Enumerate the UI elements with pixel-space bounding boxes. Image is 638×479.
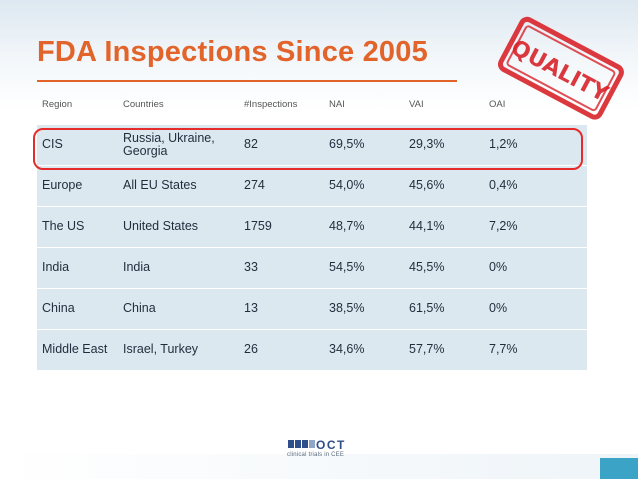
cell-countries: Israel, Turkey (123, 342, 199, 357)
cell-oai: 0% (489, 301, 508, 316)
cell-inspections: 13 (244, 301, 258, 316)
cell-region: India (42, 260, 70, 275)
cell-inspections: 82 (244, 137, 258, 152)
cell-inspections: 274 (244, 178, 265, 193)
cell-oai: 0% (489, 260, 508, 275)
table-header-row: Region Countries #Inspections NAI VAI OA… (37, 86, 587, 125)
cell-vai: 45,5% (409, 260, 445, 275)
cis-row-highlight (33, 128, 583, 170)
cell-inspections: 26 (244, 342, 258, 357)
cell-inspections: 33 (244, 260, 258, 275)
cell-vai: 45,6% (409, 178, 445, 193)
cell-vai: 29,3% (409, 137, 445, 152)
header-vai: VAI (409, 99, 424, 111)
cell-vai: 61,5% (409, 301, 445, 316)
cell-region: CIS (42, 137, 63, 152)
table-row: The US United States 1759 48,7% 44,1% 7,… (37, 207, 587, 248)
cell-countries: United States (123, 219, 199, 234)
header-oai: OAI (489, 99, 506, 111)
logo-name: OCT (316, 438, 346, 452)
table-row: Europe All EU States 274 54,0% 45,6% 0,4… (37, 166, 587, 207)
page-title: FDA Inspections Since 2005 (37, 36, 428, 68)
table-row: India India 33 54,5% 45,5% 0% (37, 248, 587, 289)
cell-vai: 57,7% (409, 342, 445, 357)
cell-inspections: 1759 (244, 219, 272, 234)
corner-accent (600, 458, 638, 479)
cell-countries: China (123, 301, 156, 316)
cell-region: China (42, 301, 75, 316)
cell-nai: 54,0% (329, 178, 365, 193)
header-nai: NAI (329, 99, 345, 111)
cell-nai: 48,7% (329, 219, 365, 234)
table-row: CIS Russia, Ukraine, Georgia 82 69,5% 29… (37, 125, 587, 166)
cell-countries: All EU States (123, 178, 197, 193)
header-region: Region (42, 99, 73, 111)
cell-oai: 7,2% (489, 219, 518, 234)
header-inspections: #Inspections (244, 99, 298, 111)
cell-nai: 38,5% (329, 301, 365, 316)
logo-tagline: clinical trials in CEE (287, 452, 345, 458)
cell-oai: 7,7% (489, 342, 518, 357)
table-row: China China 13 38,5% 61,5% 0% (37, 289, 587, 330)
cell-nai: 34,6% (329, 342, 365, 357)
quality-stamp-icon: QUALITY (497, 16, 624, 120)
title-underline (37, 80, 457, 82)
inspections-table: Region Countries #Inspections NAI VAI OA… (37, 86, 587, 371)
cell-oai: 1,2% (489, 137, 518, 152)
cell-countries: Russia, Ukraine, Georgia (123, 130, 215, 158)
cell-vai: 44,1% (409, 219, 445, 234)
footer-bar (0, 454, 638, 479)
cell-nai: 54,5% (329, 260, 365, 275)
header-countries: Countries (123, 99, 164, 111)
cell-region: Europe (42, 178, 83, 193)
cell-region: The US (42, 219, 85, 234)
cell-nai: 69,5% (329, 137, 365, 152)
table-row: Middle East Israel, Turkey 26 34,6% 57,7… (37, 330, 587, 371)
cell-countries: India (123, 260, 151, 275)
cell-region: Middle East (42, 342, 108, 357)
oct-logo: OCT clinical trials in CEE (287, 438, 358, 470)
cell-oai: 0,4% (489, 178, 518, 193)
